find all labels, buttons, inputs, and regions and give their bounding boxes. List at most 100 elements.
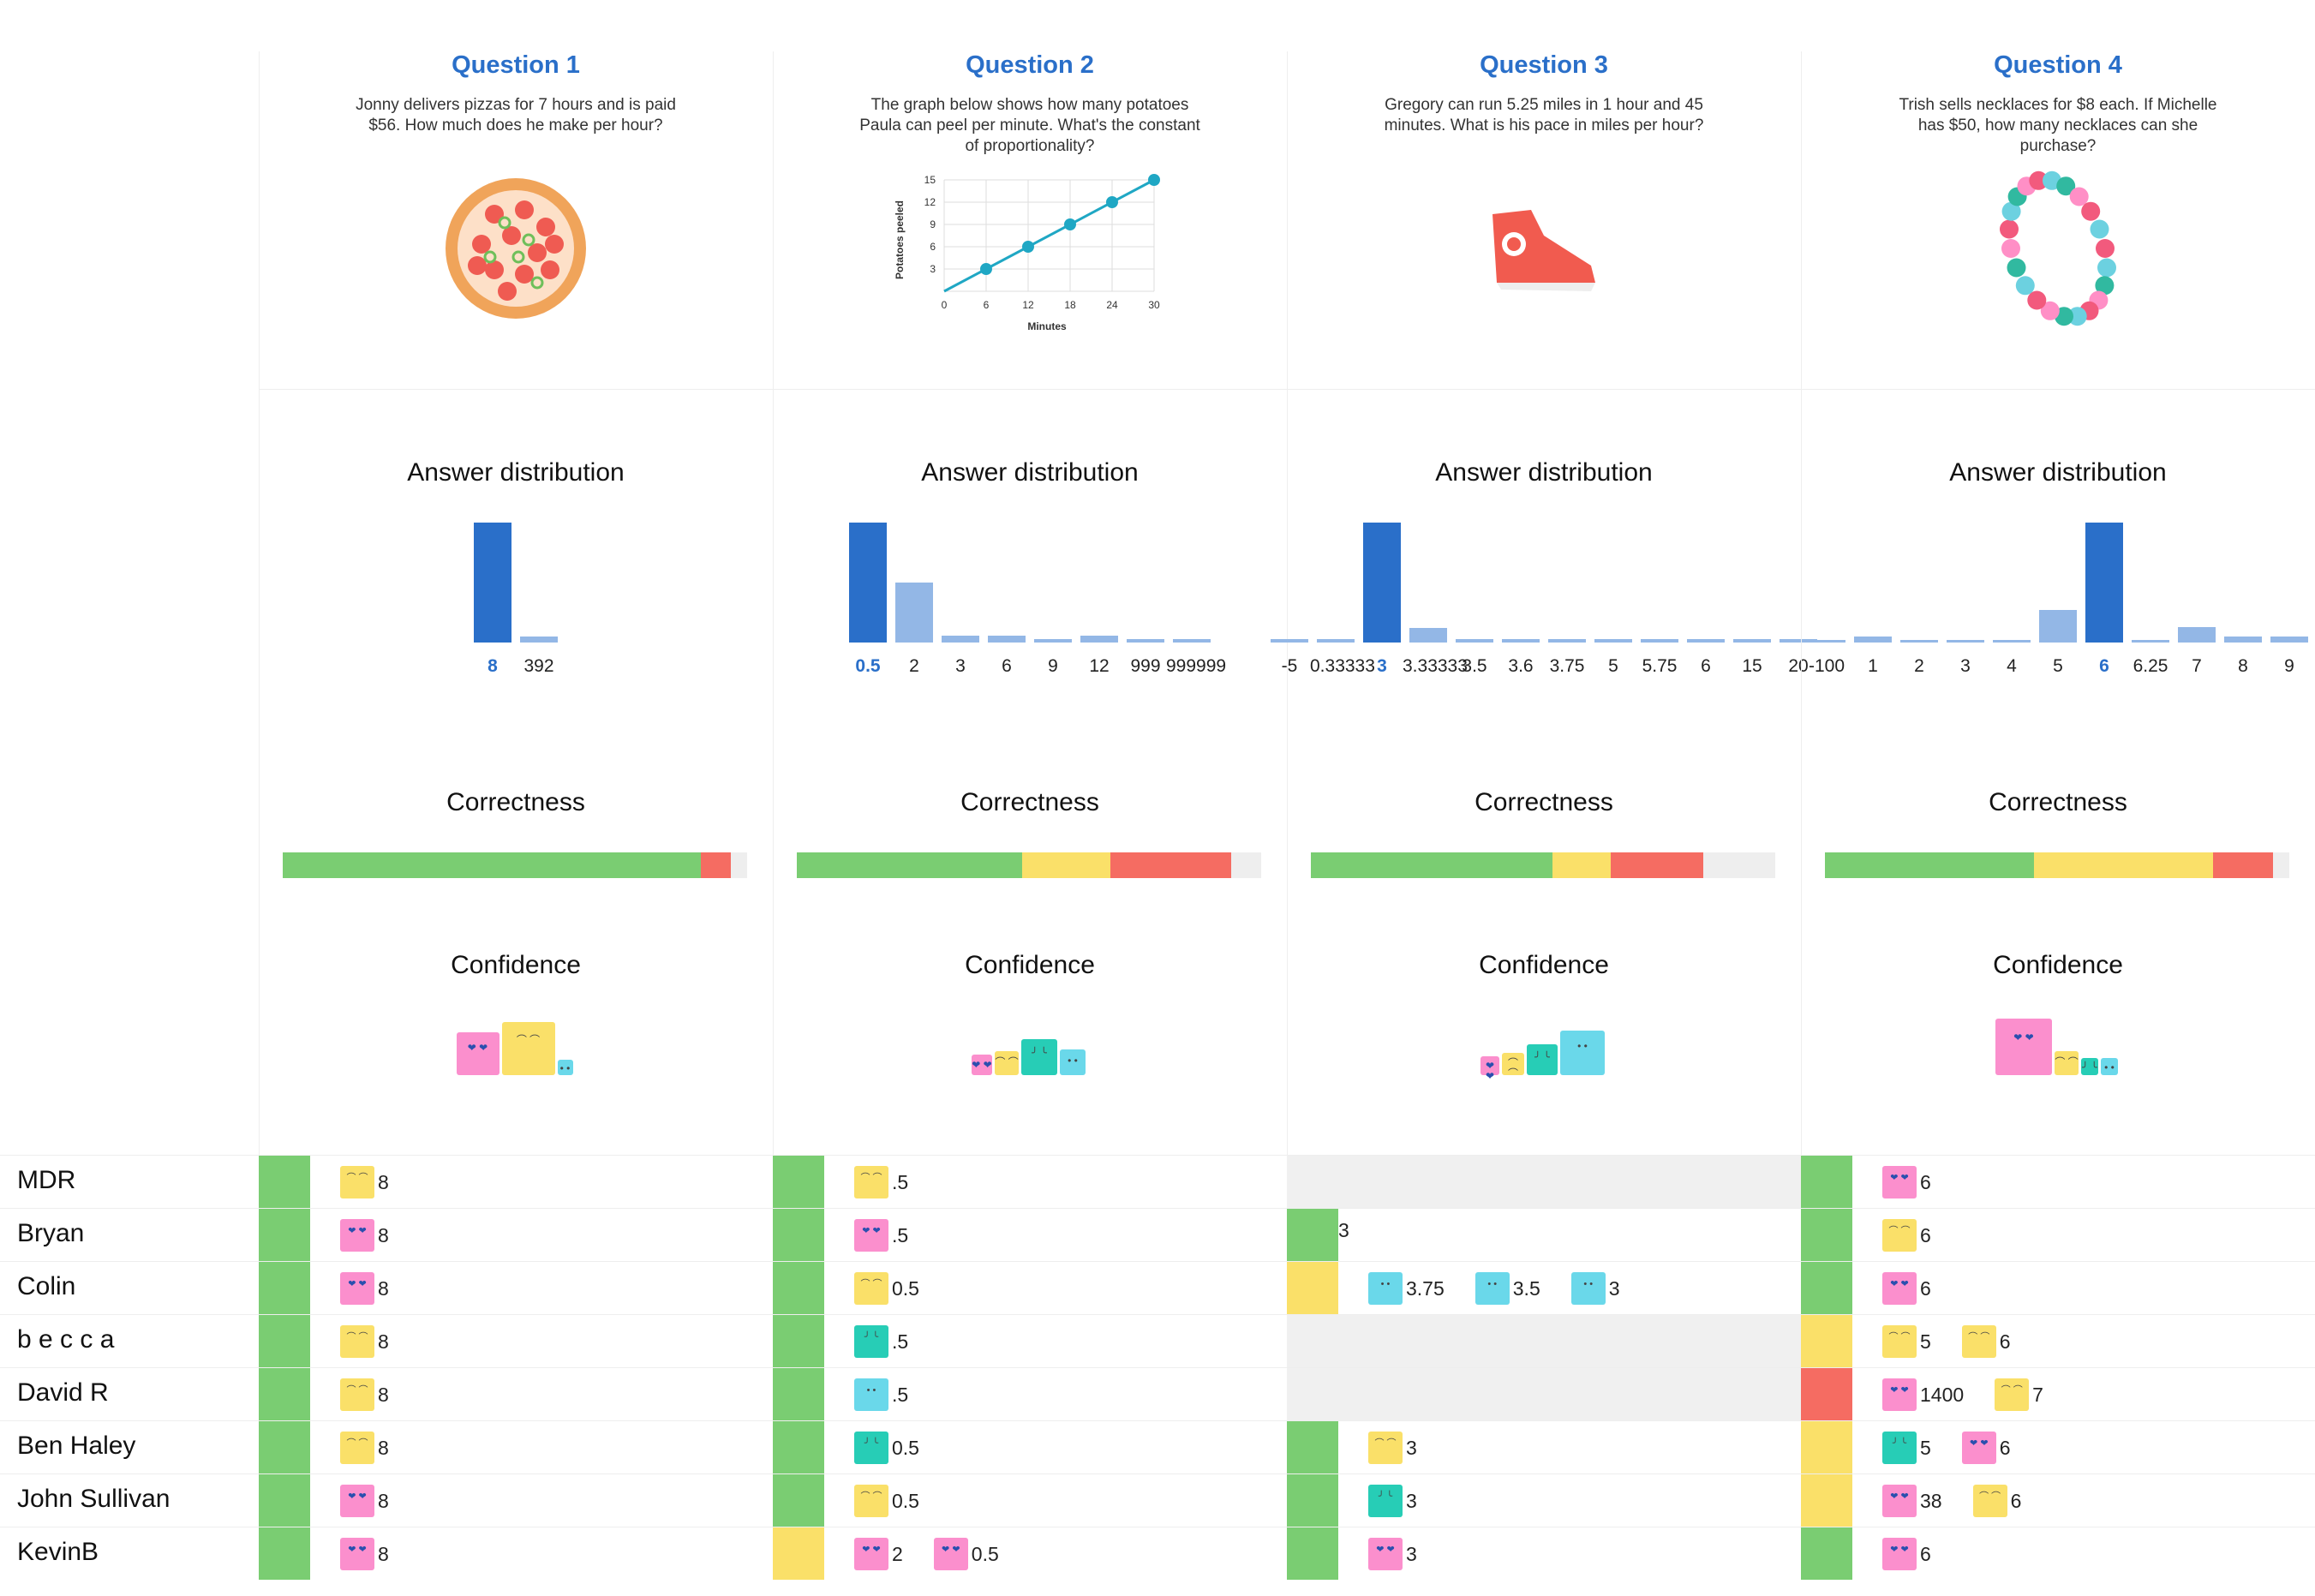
- answer-value: 6: [1999, 1436, 2011, 1459]
- distribution-bar[interactable]: [520, 637, 558, 643]
- answer-item: ❤ ❤ 6: [1882, 1272, 1931, 1305]
- correctness-correct-segment[interactable]: [283, 852, 701, 878]
- answer-cell[interactable]: • • 3.75 • • 3.5 • • 3: [1287, 1262, 1801, 1315]
- answer-cell[interactable]: ⌒ ⌒ 0.5: [773, 1262, 1287, 1315]
- distribution-bar[interactable]: [2178, 626, 2216, 643]
- distribution-bar[interactable]: [1900, 640, 1938, 643]
- question-title[interactable]: Question 1: [452, 51, 580, 79]
- answer-cell[interactable]: ❤ ❤ 8: [259, 1474, 773, 1527]
- distribution-bar[interactable]: [1363, 523, 1401, 643]
- love-face-icon: ❤ ❤: [340, 1485, 374, 1517]
- answer-cell[interactable]: ❤ ❤ 3: [1287, 1527, 1801, 1581]
- correctness-partial-segment[interactable]: [1552, 852, 1611, 878]
- distribution-bar[interactable]: [1271, 638, 1308, 643]
- answer-cell[interactable]: ⌒ ⌒ 0.5: [773, 1474, 1287, 1527]
- answer-cell[interactable]: ❤ ❤ 6: [1801, 1527, 2315, 1581]
- answer-cell[interactable]: ❤ ❤ 6: [1801, 1262, 2315, 1315]
- love-face-icon: ❤ ❤: [1882, 1166, 1917, 1198]
- correctness-partial-segment[interactable]: [1021, 852, 1110, 878]
- question-title[interactable]: Question 3: [1480, 51, 1608, 79]
- distribution-bar[interactable]: [1687, 638, 1725, 643]
- correctness-wrong-segment[interactable]: [1110, 852, 1231, 878]
- answer-list: • • 3.75 • • 3.5 • • 3: [1368, 1272, 1651, 1305]
- answer-cell[interactable]: ⌒ ⌒ 3: [1287, 1421, 1801, 1474]
- distribution-bar[interactable]: [1502, 638, 1540, 643]
- correctness-wrong-segment[interactable]: [1610, 852, 1703, 878]
- distribution-bar[interactable]: [474, 523, 511, 643]
- answer-cell[interactable]: ❤ ❤ 8: [259, 1262, 773, 1315]
- answer-cell[interactable]: ⌒ ⌒ 8: [259, 1368, 773, 1421]
- distribution-bar[interactable]: [1173, 638, 1211, 643]
- distribution-bar[interactable]: [988, 635, 1026, 643]
- answer-cell[interactable]: ❤ ❤ 2 ❤ ❤ 0.5: [773, 1527, 1287, 1581]
- correctness-partial-segment[interactable]: [2033, 852, 2213, 878]
- answer-cell[interactable]: ⌒ ⌒ 5 ⌒ ⌒ 6: [1801, 1315, 2315, 1368]
- answer-cell[interactable]: ⌒ ⌒ .5: [773, 1156, 1287, 1209]
- answer-cell[interactable]: ╯ ╰ 0.5: [773, 1421, 1287, 1474]
- answer-cell[interactable]: ⌒ ⌒ 6: [1801, 1209, 2315, 1262]
- correctness-wrong-segment[interactable]: [700, 852, 732, 878]
- answer-cell[interactable]: ╯ ╰ .5: [773, 1315, 1287, 1368]
- distribution-bar[interactable]: [895, 583, 933, 643]
- status-strip: [259, 1209, 310, 1261]
- answer-cell[interactable]: ⌒ ⌒ 8: [259, 1315, 773, 1368]
- distribution-bar[interactable]: [2039, 610, 2077, 643]
- distribution-bar[interactable]: [1409, 628, 1447, 643]
- answer-cell[interactable]: 3: [1287, 1209, 1801, 1262]
- answer-cell[interactable]: ❤ ❤ 8: [259, 1527, 773, 1581]
- answer-cell[interactable]: ⌒ ⌒ 8: [259, 1421, 773, 1474]
- correctness-correct-segment[interactable]: [1311, 852, 1552, 878]
- correctness-correct-segment[interactable]: [797, 852, 1022, 878]
- distribution-bar[interactable]: [1733, 638, 1771, 643]
- distribution-bar[interactable]: [1080, 635, 1118, 643]
- answer-cell[interactable]: [1287, 1315, 1801, 1368]
- distribution-bar[interactable]: [1641, 638, 1678, 643]
- correctness-correct-segment[interactable]: [1825, 852, 2034, 878]
- answer-value: 3.75: [1406, 1276, 1445, 1300]
- student-name[interactable]: KevinB: [17, 1538, 99, 1566]
- question-title[interactable]: Question 2: [966, 51, 1094, 79]
- student-name[interactable]: John Sullivan: [17, 1485, 170, 1513]
- distribution-bar[interactable]: [2085, 523, 2123, 643]
- student-name[interactable]: MDR: [17, 1166, 76, 1194]
- distribution-bar[interactable]: [2132, 640, 2169, 643]
- distribution-bar[interactable]: [1456, 638, 1493, 643]
- answer-cell[interactable]: ❤ ❤ 1400 ⌒ ⌒ 7: [1801, 1368, 2315, 1421]
- distribution-bar[interactable]: [1780, 638, 1817, 643]
- distribution-bar[interactable]: [1854, 637, 1892, 643]
- answer-cell[interactable]: ❤ ❤ .5: [773, 1209, 1287, 1262]
- happy-face-icon: ⌒ ⌒: [1972, 1485, 2007, 1517]
- answer-cell[interactable]: ❤ ❤ 6: [1801, 1156, 2315, 1209]
- answer-cell[interactable]: ╯ ╰ 3: [1287, 1474, 1801, 1527]
- distribution-bar[interactable]: [849, 523, 887, 643]
- distribution-bar[interactable]: [2270, 637, 2308, 643]
- distribution-bar[interactable]: [1317, 638, 1355, 643]
- student-name[interactable]: Ben Haley: [17, 1432, 136, 1460]
- answer-cell[interactable]: • • .5: [773, 1368, 1287, 1421]
- correctness-wrong-segment[interactable]: [2212, 852, 2273, 878]
- answer-item: ❤ ❤ 6: [1882, 1538, 1931, 1570]
- student-name[interactable]: b e c c a: [17, 1325, 115, 1354]
- distribution-bar[interactable]: [1947, 640, 1984, 643]
- answer-item: • • 3: [1570, 1272, 1620, 1305]
- distribution-bar[interactable]: [1594, 638, 1632, 643]
- answer-cell[interactable]: ❤ ❤ 38 ⌒ ⌒ 6: [1801, 1474, 2315, 1527]
- distribution-bar[interactable]: [1127, 638, 1164, 643]
- student-name[interactable]: Bryan: [17, 1219, 85, 1247]
- answer-cell[interactable]: [1287, 1368, 1801, 1421]
- happy-face-icon: ⌒ ⌒: [1882, 1325, 1917, 1358]
- distribution-bar[interactable]: [2224, 637, 2262, 643]
- answer-cell[interactable]: ⌒ ⌒ 8: [259, 1156, 773, 1209]
- answer-cell[interactable]: ╯ ╰ 5 ❤ ❤ 6: [1801, 1421, 2315, 1474]
- distribution-bar[interactable]: [1993, 640, 2031, 643]
- student-name[interactable]: Colin: [17, 1272, 76, 1300]
- student-name[interactable]: David R: [17, 1378, 109, 1407]
- distribution-bar[interactable]: [942, 635, 979, 643]
- distribution-label: 12: [1089, 656, 1110, 676]
- distribution-bar[interactable]: [1548, 638, 1586, 643]
- answer-cell[interactable]: ❤ ❤ 8: [259, 1209, 773, 1262]
- distribution-bar[interactable]: [1808, 640, 1845, 643]
- question-title[interactable]: Question 4: [1994, 51, 2122, 79]
- distribution-bar[interactable]: [1034, 638, 1072, 643]
- answer-cell[interactable]: [1287, 1156, 1801, 1209]
